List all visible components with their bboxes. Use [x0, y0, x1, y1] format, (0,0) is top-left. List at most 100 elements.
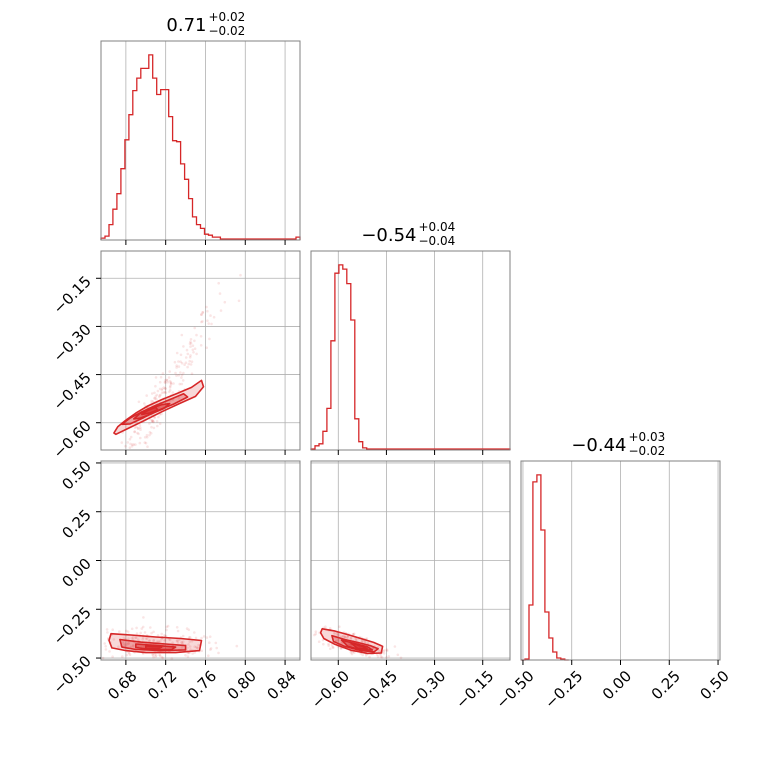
scatter-point	[121, 655, 124, 658]
scatter-point	[121, 642, 125, 645]
scatter-point	[208, 641, 211, 644]
scatter-point	[170, 657, 174, 660]
scatter-point	[152, 426, 156, 430]
scatter-point	[235, 644, 239, 648]
scatter-point	[193, 326, 196, 330]
scatter-point	[159, 375, 163, 379]
scatter-point	[148, 433, 151, 437]
scatter-point	[195, 352, 198, 356]
scatter-point	[393, 645, 397, 648]
scatter-point	[182, 640, 185, 644]
scatter-point	[149, 432, 153, 435]
scatter-point	[186, 655, 190, 658]
scatter-point	[350, 652, 354, 656]
scatter-point	[130, 444, 134, 448]
scatter-point	[335, 633, 339, 637]
scatter-point	[382, 652, 386, 655]
scatter-point	[177, 360, 180, 363]
scatter-point	[178, 382, 182, 386]
scatter-point	[151, 653, 154, 656]
scatter-point	[155, 398, 158, 401]
scatter-point	[194, 636, 198, 640]
panel-title-minus: −0.04	[419, 234, 456, 248]
scatter-point	[165, 379, 169, 382]
scatter-point	[237, 299, 241, 303]
scatter-point	[168, 379, 172, 383]
scatter-point	[161, 387, 164, 391]
scatter-point	[189, 648, 192, 651]
scatter-point	[177, 374, 181, 377]
scatter-point	[167, 638, 171, 641]
scatter-point	[156, 634, 160, 637]
scatter-point	[168, 370, 171, 373]
scatter-point	[161, 372, 165, 375]
y1_ticks: −0.45	[50, 369, 95, 414]
scatter-point	[331, 645, 335, 649]
scatter-point	[187, 636, 191, 639]
scatter-point	[207, 322, 210, 325]
scatter-point	[144, 441, 148, 445]
scatter-point	[132, 443, 135, 446]
scatter-point	[193, 631, 196, 634]
scatter-point	[172, 382, 175, 385]
scatter-point	[177, 365, 181, 368]
scatter-point	[176, 641, 180, 644]
scatter-point	[169, 382, 173, 386]
scatter-point	[322, 642, 325, 646]
scatter-point	[126, 441, 130, 444]
scatter-point	[132, 635, 135, 639]
scatter-point	[135, 636, 138, 639]
scatter-point	[364, 654, 368, 657]
scatter-point	[152, 630, 155, 634]
scatter-point	[154, 654, 158, 657]
scatter-point	[190, 372, 194, 376]
scatter-point	[162, 391, 166, 394]
scatter-point	[329, 647, 332, 651]
scatter-point	[139, 426, 142, 430]
scatter-point	[313, 633, 316, 637]
scatter-point	[209, 648, 212, 651]
scatter-point	[140, 627, 144, 630]
scatter-point	[122, 636, 126, 640]
scatter-point	[154, 376, 158, 379]
scatter-point	[201, 320, 204, 323]
scatter-point	[180, 373, 184, 377]
scatter-point	[353, 651, 356, 654]
scatter-point	[351, 633, 355, 636]
scatter-point	[186, 651, 190, 655]
scatter-point	[176, 629, 180, 633]
panel-frame-pair-2-1	[310, 460, 511, 661]
scatter-point	[189, 338, 193, 341]
scatter-point	[127, 637, 130, 640]
scatter-point	[168, 390, 171, 394]
scatter-point	[189, 363, 193, 366]
scatter-point	[164, 391, 168, 395]
scatter-point	[175, 374, 178, 377]
scatter-point	[189, 340, 192, 344]
scatter-point	[174, 371, 177, 375]
scatter-point	[199, 344, 203, 347]
scatter-point	[157, 406, 161, 409]
scatter-point	[177, 396, 181, 400]
scatter-point	[168, 388, 172, 392]
scatter-point	[189, 342, 193, 345]
scatter-point	[345, 636, 349, 640]
scatter-point	[171, 641, 174, 644]
y2_ticks: −0.25	[50, 603, 95, 648]
scatter-point	[141, 636, 145, 639]
scatter-point	[164, 387, 167, 390]
frame-layer	[96, 40, 721, 665]
scatter-point	[183, 363, 186, 367]
scatter-point	[117, 645, 120, 648]
scatter-point	[141, 625, 145, 629]
scatter-point	[148, 639, 152, 642]
scatter-point	[187, 628, 191, 632]
scatter-point	[151, 653, 155, 657]
scatter-point	[332, 646, 335, 649]
scatter-point	[335, 632, 339, 635]
scatter-point	[352, 632, 356, 636]
x2_ticks: 0.25	[648, 667, 684, 703]
scatter-point	[338, 625, 341, 628]
